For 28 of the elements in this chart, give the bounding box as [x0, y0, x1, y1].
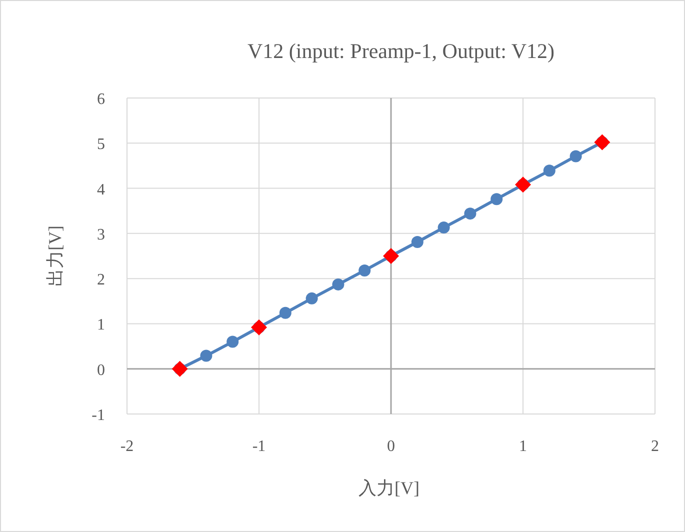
x-tick-label: 1: [519, 438, 527, 455]
y-tick-label: 5: [97, 136, 105, 154]
x-tick-label: -1: [252, 438, 266, 455]
x-tick-label: 0: [387, 438, 395, 455]
point: [438, 222, 450, 234]
y-axis-title: 出力[V]: [45, 226, 65, 286]
y-tick-label: 3: [97, 226, 105, 244]
y-tick-label: 1: [97, 316, 105, 334]
x-axis-title: 入力[V]: [358, 478, 420, 498]
x-tick-label: -2: [120, 438, 134, 455]
x-tick-label: 2: [651, 438, 659, 455]
point: [279, 306, 292, 319]
point: [464, 208, 476, 220]
point: [570, 150, 582, 162]
y-tick-label: -1: [92, 407, 105, 424]
point: [358, 264, 371, 276]
point: [543, 164, 556, 177]
y-tick-label: 0: [97, 362, 105, 379]
y-tick-label: 6: [97, 91, 105, 108]
y-tick-label: 2: [97, 272, 105, 289]
point: [332, 278, 344, 290]
y-tick-label: 4: [97, 181, 105, 198]
chart-title: V12 (input: Preamp-1, Output: V12): [247, 39, 555, 63]
point: [226, 336, 239, 348]
point: [306, 292, 318, 304]
point: [200, 350, 212, 362]
point: [411, 236, 424, 248]
point: [490, 193, 503, 206]
